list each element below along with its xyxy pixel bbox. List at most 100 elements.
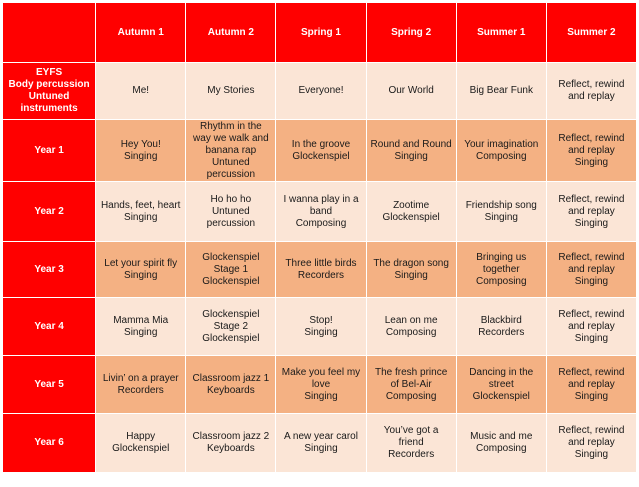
cell-line: Singing — [304, 390, 338, 402]
table-cell: Bringing us together Composing — [455, 241, 547, 298]
cell-line: Bringing us — [476, 251, 527, 263]
row-label: EYFS Body percussion Untuned instruments — [1, 62, 97, 120]
cell-line: friend — [398, 437, 424, 448]
row-label-line: instruments — [20, 103, 78, 114]
cell-line: Your imagination — [464, 138, 539, 150]
row-label-line: Year 1 — [34, 144, 64, 156]
table-cell: Me! — [95, 62, 187, 120]
cell-line: Recorders — [117, 384, 164, 396]
cell-line: Glockenspiel — [202, 251, 260, 263]
table-cell: Zootime Glockenspiel — [365, 181, 457, 242]
header-autumn-1: Autumn 1 — [95, 2, 187, 63]
cell-line: Make you feel my — [281, 366, 361, 378]
cell-line: band — [309, 205, 333, 217]
cell-line: Stop! — [309, 314, 333, 326]
cell-line: Our World — [388, 85, 434, 96]
table-cell: The dragon song Singing — [365, 241, 457, 298]
row-label-line: Body percussion — [8, 79, 90, 90]
row-label-line: EYFS — [36, 67, 63, 78]
table-cell: Classroom jazz 2 Keyboards — [185, 413, 277, 473]
cell-line: Singing — [394, 150, 428, 162]
cell-line: Recorders — [388, 449, 435, 460]
cell-line: Stage 1 — [213, 263, 249, 275]
cell-line: Untuned — [211, 156, 250, 168]
cell-line: and replay — [568, 205, 615, 217]
cell-line: Glockenspiel — [292, 150, 350, 162]
cell-line: Recorders — [297, 269, 345, 281]
header-row: Autumn 1 Autumn 2 Spring 1 Spring 2 Summ… — [1, 2, 638, 63]
cell-line: and replay — [568, 378, 615, 390]
cell-line: Mamma Mia — [113, 314, 169, 326]
cell-line: Composing — [475, 150, 527, 162]
cell-line: Keyboards — [206, 443, 255, 454]
header-summer-1: Summer 1 — [455, 2, 547, 63]
cell-line: Untuned — [211, 205, 250, 217]
row-label: Year 2 — [1, 181, 97, 242]
row-label: Year 6 — [1, 413, 97, 473]
table-cell: Hey You! Singing — [95, 119, 187, 182]
table-row: Year 3 Let your spirit fly Singing Glockens… — [1, 241, 638, 298]
table-cell: Everyone! — [275, 62, 367, 120]
cell-line: Dancing in the — [469, 366, 534, 378]
cell-line: Lean on me — [384, 314, 438, 326]
table-cell: Make you feel my love Singing — [275, 355, 367, 414]
cell-line: way we walk and — [193, 132, 269, 144]
header-autumn-2: Autumn 2 — [185, 2, 277, 63]
cell-line: I wanna play in a — [283, 193, 359, 205]
table-cell: Lean on me Composing — [365, 297, 457, 356]
cell-line: Reflect, rewind — [558, 132, 625, 144]
table-cell: Glockenspiel Stage 1 Glockenspiel — [185, 241, 277, 298]
cell-line: Glockenspiel — [202, 332, 260, 344]
cell-line: and replay — [568, 263, 615, 275]
cell-line: Me! — [132, 85, 150, 96]
table-cell: I wanna play in a band Composing — [275, 181, 367, 242]
cell-line: Singing — [574, 332, 609, 344]
table-cell: Let your spirit fly Singing — [95, 241, 187, 298]
cell-line: Blackbird — [480, 314, 522, 326]
table-cell: Happy Glockenspiel — [95, 413, 187, 473]
table-cell: Round and Round Singing — [365, 119, 457, 182]
table-cell: Reflect, rewind and replay Singing — [545, 119, 638, 182]
table-cell: Friendship song Singing — [455, 181, 547, 242]
cell-line: Round and Round — [370, 138, 452, 150]
row-label: Year 5 — [1, 355, 97, 414]
cell-line: Singing — [304, 326, 338, 338]
header-spring-1: Spring 1 — [275, 2, 367, 63]
cell-line: Zootime — [393, 199, 430, 211]
table-cell: Classroom jazz 1 Keyboards — [185, 355, 277, 414]
cell-line: Singing — [574, 156, 609, 168]
table-cell: Big Bear Funk — [455, 62, 547, 120]
row-label-line: Year 2 — [34, 205, 64, 217]
cell-line: Let your spirit fly — [104, 257, 178, 269]
cell-line: Singing — [574, 217, 609, 229]
cell-line: Everyone! — [298, 85, 344, 96]
header-spring-2: Spring 2 — [365, 2, 457, 63]
cell-line: A new year carol — [284, 431, 358, 442]
cell-line: Livin’ on a prayer — [102, 372, 179, 384]
cell-line: The dragon song — [373, 257, 449, 269]
cell-line: Ho ho ho — [210, 193, 252, 205]
cell-line: Singing — [124, 269, 158, 281]
table-cell: Mamma Mia Singing — [95, 297, 187, 356]
row-label-line: Year 5 — [34, 378, 64, 390]
table-cell: A new year carol Singing — [275, 413, 367, 473]
cell-line: of Bel-Air — [390, 378, 432, 390]
row-label: Year 1 — [1, 119, 97, 182]
cell-line: Singing — [574, 449, 609, 460]
table-row: Year 1 Hey You! Singing Rhythm in the way we… — [1, 119, 638, 182]
table-cell: Hands, feet, heart Singing — [95, 181, 187, 242]
cell-line: Glockenspiel — [382, 211, 440, 223]
table-row: Year 2 Hands, feet, heart Singing Ho ho ho U… — [1, 181, 638, 242]
row-label-line: Year 3 — [34, 263, 64, 275]
table-cell: Our World — [365, 62, 457, 120]
cell-line: You’ve got a — [383, 425, 439, 436]
cell-line: Singing — [394, 269, 428, 281]
table-row: EYFS Body percussion Untuned instruments Me!… — [1, 62, 638, 120]
table-cell: Music and me Composing — [455, 413, 547, 473]
cell-line: Singing — [484, 211, 518, 223]
cell-line: Composing — [475, 443, 527, 454]
cell-line: Reflect, rewind — [558, 425, 625, 436]
cell-line: In the groove — [291, 138, 351, 150]
table-cell: The fresh prince of Bel-Air Composing — [365, 355, 457, 414]
